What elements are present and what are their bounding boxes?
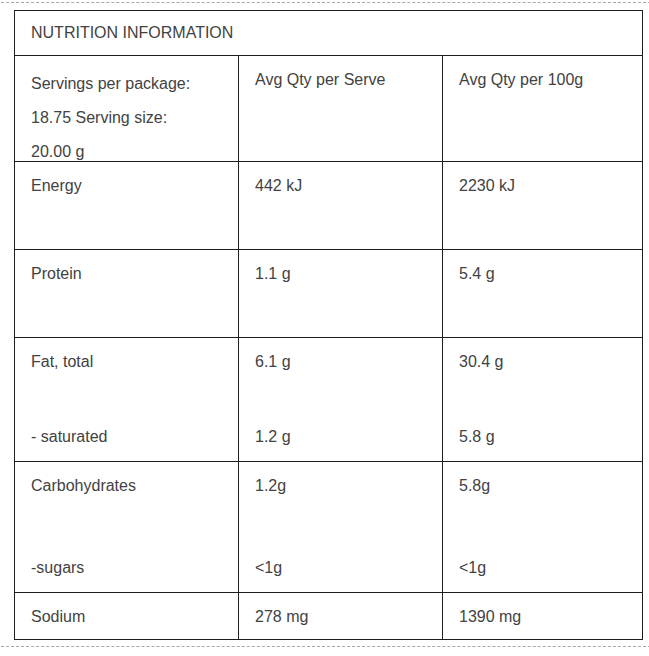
row-label: Protein <box>15 250 239 337</box>
value-per-serve: 1.1 g <box>239 250 443 337</box>
header-cell-servings: Servings per package: 18.75 Serving size… <box>15 56 239 161</box>
sugars-per-100g: <1g <box>459 557 632 579</box>
value-per-serve: 1.2g <1g <box>239 462 443 592</box>
row-label: Energy <box>15 162 239 249</box>
value-per-serve: 442 kJ <box>239 162 443 249</box>
table-row-sodium: Sodium 278 mg 1390 mg <box>15 593 642 639</box>
row-label: Sodium <box>15 593 239 639</box>
header-cell-per-serve: Avg Qty per Serve <box>239 56 443 161</box>
table-row-fat: Fat, total - saturated 6.1 g 1.2 g 30.4 … <box>15 338 642 462</box>
fat-total-per-serve: 6.1 g <box>255 351 432 373</box>
value-per-serve: 278 mg <box>239 593 443 639</box>
fat-saturated-per-serve: 1.2 g <box>255 426 432 448</box>
row-label: Carbohydrates -sugars <box>15 462 239 592</box>
header-cell-per-100g: Avg Qty per 100g <box>443 56 642 161</box>
table-title: NUTRITION INFORMATION <box>31 24 233 42</box>
table-row-protein: Protein 1.1 g 5.4 g <box>15 250 642 338</box>
table-row-carbohydrates: Carbohydrates -sugars 1.2g <1g 5.8g <1g <box>15 462 642 593</box>
sugars-label: -sugars <box>31 557 228 579</box>
fat-total-per-100g: 30.4 g <box>459 351 632 373</box>
value-per-100g: 2230 kJ <box>443 162 642 249</box>
carbs-per-serve: 1.2g <box>255 475 432 497</box>
row-label: Fat, total - saturated <box>15 338 239 461</box>
servings-line-2: 18.75 Serving size: <box>31 101 228 135</box>
table-row-energy: Energy 442 kJ 2230 kJ <box>15 162 642 250</box>
servings-line-3: 20.00 g <box>31 135 228 161</box>
carbs-label: Carbohydrates <box>31 475 228 497</box>
fat-saturated-label: - saturated <box>31 426 228 448</box>
value-per-100g: 1390 mg <box>443 593 642 639</box>
value-per-serve: 6.1 g 1.2 g <box>239 338 443 461</box>
fat-saturated-per-100g: 5.8 g <box>459 426 632 448</box>
nutrition-table: NUTRITION INFORMATION Servings per packa… <box>14 10 643 640</box>
servings-line-1: Servings per package: <box>31 67 228 101</box>
value-per-100g: 30.4 g 5.8 g <box>443 338 642 461</box>
page: NUTRITION INFORMATION Servings per packa… <box>0 0 649 656</box>
value-per-100g: 5.8g <1g <box>443 462 642 592</box>
carbs-per-100g: 5.8g <box>459 475 632 497</box>
sugars-per-serve: <1g <box>255 557 432 579</box>
fat-total-label: Fat, total <box>31 351 228 373</box>
value-per-100g: 5.4 g <box>443 250 642 337</box>
table-header-row: Servings per package: 18.75 Serving size… <box>15 56 642 162</box>
table-title-row: NUTRITION INFORMATION <box>15 11 642 56</box>
